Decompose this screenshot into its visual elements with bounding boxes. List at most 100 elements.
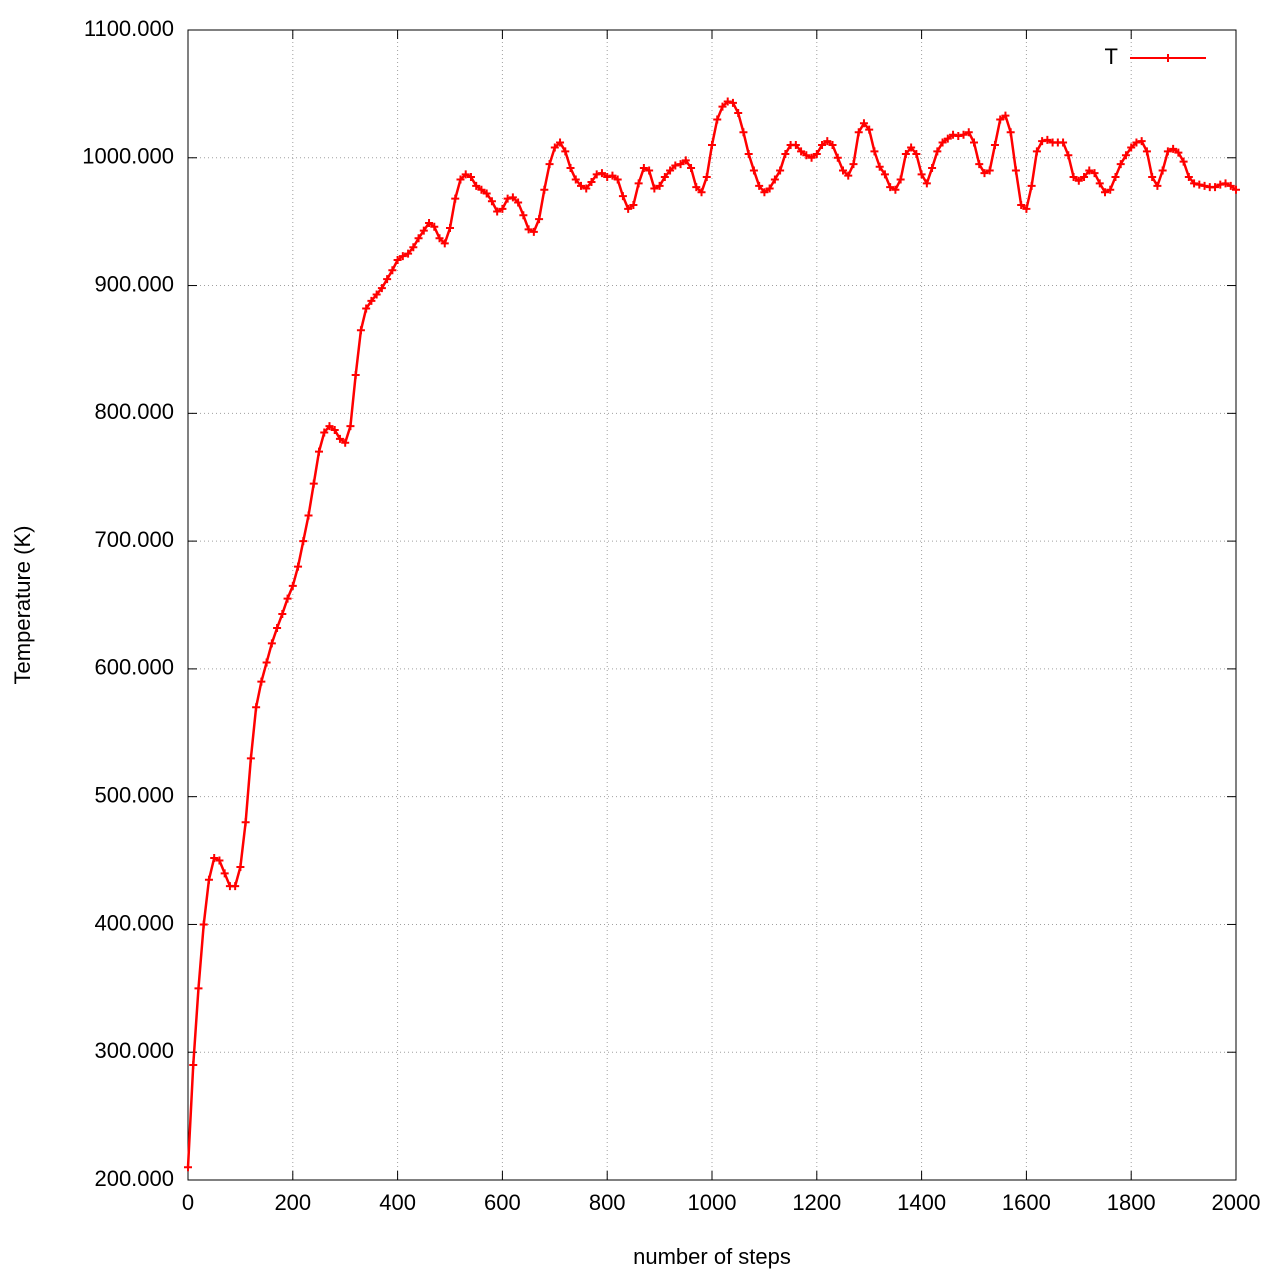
point-marker xyxy=(372,290,381,299)
point-marker xyxy=(184,1163,192,1172)
y-tick-label: 800.000 xyxy=(94,399,174,424)
point-marker xyxy=(844,171,853,180)
point-marker xyxy=(970,138,978,147)
point-marker xyxy=(577,181,585,190)
point-marker xyxy=(1226,181,1235,190)
point-marker xyxy=(1064,151,1073,160)
point-marker xyxy=(797,147,806,156)
point-marker xyxy=(734,109,743,118)
point-marker xyxy=(802,151,811,160)
point-marker xyxy=(189,1061,198,1069)
point-marker xyxy=(592,170,601,179)
y-tick-label: 600.000 xyxy=(94,655,174,680)
point-marker xyxy=(1106,185,1115,194)
point-marker xyxy=(645,166,654,175)
point-marker xyxy=(304,511,313,520)
point-marker xyxy=(341,438,350,447)
point-marker xyxy=(1006,128,1015,137)
point-marker xyxy=(236,862,245,871)
point-marker xyxy=(875,162,884,171)
point-marker xyxy=(639,164,648,172)
point-marker xyxy=(870,147,879,156)
point-marker xyxy=(335,434,344,443)
point-marker xyxy=(1190,179,1199,188)
point-marker xyxy=(933,147,942,156)
point-marker xyxy=(980,169,989,178)
y-tick-label: 200.000 xyxy=(94,1166,174,1191)
point-marker xyxy=(315,447,323,456)
point-marker xyxy=(1011,166,1020,175)
x-tick-label: 0 xyxy=(182,1190,194,1215)
point-marker xyxy=(430,222,439,231)
point-marker xyxy=(571,175,580,184)
point-marker xyxy=(776,166,785,175)
point-marker xyxy=(1022,204,1031,213)
point-marker xyxy=(928,164,937,172)
point-marker xyxy=(1085,166,1094,175)
point-marker xyxy=(231,882,240,891)
x-axis-label: number of steps xyxy=(633,1244,791,1269)
point-marker xyxy=(901,149,910,158)
point-marker xyxy=(204,875,213,884)
point-marker xyxy=(540,185,549,194)
y-tick-label: 1000.000 xyxy=(82,144,174,169)
point-marker xyxy=(1158,166,1167,175)
point-marker xyxy=(1184,172,1193,181)
point-marker xyxy=(409,243,418,252)
point-marker xyxy=(446,224,454,233)
point-marker xyxy=(503,194,512,203)
point-marker xyxy=(896,175,905,184)
point-marker xyxy=(613,175,622,184)
point-marker xyxy=(524,225,533,234)
point-marker xyxy=(404,249,413,258)
point-marker xyxy=(561,147,570,156)
x-tick-label: 1400 xyxy=(897,1190,946,1215)
point-marker xyxy=(687,164,696,172)
point-marker xyxy=(383,275,392,284)
point-marker xyxy=(1090,169,1099,178)
point-marker xyxy=(634,179,643,188)
y-axis-label: Temperature (K) xyxy=(10,526,35,685)
point-marker xyxy=(859,119,868,128)
point-marker xyxy=(1200,181,1209,190)
point-marker xyxy=(891,185,900,194)
point-marker xyxy=(603,172,612,181)
point-marker xyxy=(1137,137,1146,146)
point-marker xyxy=(739,128,748,137)
x-tick-label: 600 xyxy=(484,1190,521,1215)
y-tick-label: 1100.000 xyxy=(84,16,174,41)
point-marker xyxy=(309,479,318,488)
y-tick-label: 900.000 xyxy=(94,271,174,296)
point-marker xyxy=(582,184,591,193)
point-marker xyxy=(1069,172,1078,181)
point-marker xyxy=(781,149,790,158)
point-marker xyxy=(440,239,449,248)
point-marker xyxy=(865,125,874,134)
point-marker xyxy=(666,166,675,175)
point-marker xyxy=(959,130,968,139)
point-marker xyxy=(597,169,606,178)
point-marker xyxy=(519,211,528,220)
point-marker xyxy=(770,175,779,184)
point-marker xyxy=(393,256,402,264)
x-tick-label: 1600 xyxy=(1002,1190,1051,1215)
point-marker xyxy=(949,130,958,139)
point-marker xyxy=(556,138,565,147)
x-tick-label: 1800 xyxy=(1107,1190,1156,1215)
point-marker xyxy=(718,102,727,111)
point-marker xyxy=(1216,180,1225,189)
point-marker xyxy=(1043,135,1052,144)
point-marker xyxy=(713,115,722,124)
y-tick-label: 400.000 xyxy=(94,910,174,935)
point-marker xyxy=(608,171,617,180)
point-marker xyxy=(697,188,706,197)
point-marker xyxy=(765,184,774,193)
point-marker xyxy=(849,160,858,169)
point-marker xyxy=(708,141,716,149)
point-marker xyxy=(456,175,465,184)
point-marker xyxy=(912,149,921,158)
point-marker xyxy=(676,160,685,169)
point-marker xyxy=(749,166,758,175)
point-marker xyxy=(482,189,491,198)
